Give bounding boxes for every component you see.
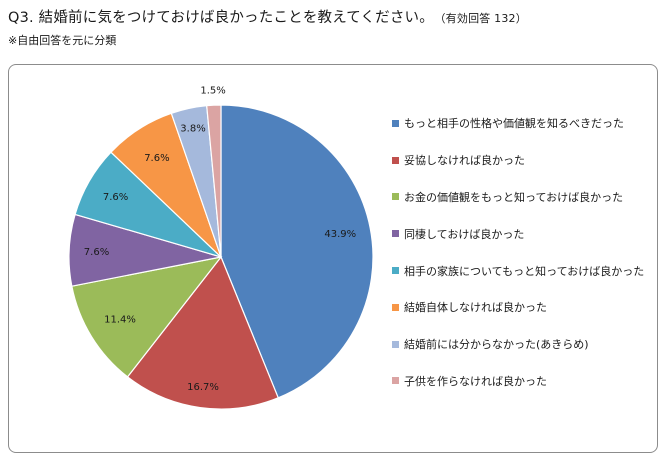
legend-swatch <box>392 156 399 164</box>
legend-item: 相手の家族についてもっと知っておけば良かった <box>392 252 644 289</box>
chart-subtitle: ※自由回答を元に分類 <box>8 34 117 47</box>
pie-slice <box>71 256 223 378</box>
pie-slice <box>220 104 374 399</box>
slice-data-label: 11.4% <box>104 315 136 326</box>
legend-label: 同棲しておけば良かった <box>404 227 525 241</box>
pie-slice <box>126 255 280 410</box>
response-count-note: （有効回答 132） <box>439 12 527 25</box>
legend-swatch <box>392 230 399 238</box>
pie-slice <box>206 104 222 258</box>
slice-data-label: 1.5% <box>200 86 225 97</box>
legend-swatch <box>392 303 399 311</box>
legend-item: お金の価値観をもっと知っておけば良かった <box>392 179 644 216</box>
legend-swatch <box>392 193 399 201</box>
slice-data-label: 3.8% <box>180 123 205 134</box>
slice-data-label: 7.6% <box>144 153 169 164</box>
legend-swatch <box>392 340 399 348</box>
legend-label: もっと相手の性格や価値観を知るべきだった <box>404 117 624 131</box>
legend-label: 子供を作らなければ良かった <box>404 374 547 388</box>
legend-swatch <box>392 377 399 385</box>
slice-data-label: 7.6% <box>84 247 109 258</box>
legend-item: もっと相手の性格や価値観を知るべきだった <box>392 105 644 142</box>
legend-swatch <box>392 267 399 275</box>
chart-title: Q3. 結婚前に気をつけておけば良かったことを教えてください。 （有効回答 132… <box>8 6 527 27</box>
legend-swatch <box>392 119 399 127</box>
legend-label: 妥協しなければ良かった <box>404 154 525 168</box>
legend-item: 結婚自体しなければ良かった <box>392 289 644 326</box>
legend-item: 結婚前には分からなかった(あきらめ) <box>392 326 644 363</box>
chart-title-text: Q3. 結婚前に気をつけておけば良かったことを教えてください。 <box>8 10 434 26</box>
legend-label: 相手の家族についてもっと知っておけば良かった <box>404 264 645 278</box>
legend-label: 結婚自体しなければ良かった <box>404 301 547 315</box>
legend-item: 同棲しておけば良かった <box>392 215 644 252</box>
slice-data-label: 43.9% <box>324 229 356 240</box>
legend-label: お金の価値観をもっと知っておけば良かった <box>404 190 624 204</box>
slice-data-label: 7.6% <box>103 192 128 203</box>
legend-label: 結婚前には分からなかった(あきらめ) <box>404 338 589 352</box>
legend-item: 子供を作らなければ良かった <box>392 363 644 400</box>
slice-data-label: 16.7% <box>187 382 219 393</box>
chart-legend: もっと相手の性格や価値観を知るべきだった 妥協しなければ良かったお金の価値観をもっ… <box>392 105 644 399</box>
legend-item: 妥協しなければ良かった <box>392 142 644 179</box>
